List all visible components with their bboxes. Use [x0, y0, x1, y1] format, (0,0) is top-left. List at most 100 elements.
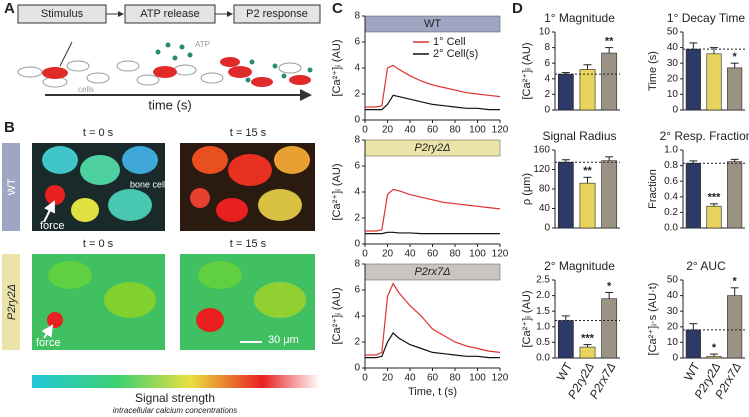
bar	[727, 161, 743, 229]
time-label: t = 15 s	[230, 238, 267, 250]
y-tick-label: 6	[354, 161, 360, 172]
time-label: t = 0 s	[83, 127, 114, 139]
y-tick-label: 0	[672, 353, 678, 364]
y-tick-label: 2	[354, 337, 360, 348]
y-axis-label: [Ca²⁺]ᵢ (AU)	[521, 290, 533, 347]
y-tick-label: 50	[667, 27, 679, 38]
bar	[579, 182, 596, 229]
bar	[579, 346, 596, 359]
significance: **	[583, 165, 592, 177]
x-tick-label: 40	[404, 373, 416, 384]
series-line	[365, 94, 500, 111]
y-tick-label: 8	[354, 11, 360, 22]
colorbar	[32, 375, 320, 388]
cells-label: cells	[78, 85, 94, 94]
chart-title: WT	[424, 18, 441, 30]
y-tick-label: 4	[354, 187, 360, 198]
panel-label: D	[512, 0, 523, 17]
y-axis-label: [Ca²⁺]ᵢ (AU)	[521, 42, 533, 99]
annotation: 30 μm	[268, 334, 299, 346]
x-tick-label: 0	[362, 125, 368, 136]
y-tick-label: 160	[533, 145, 550, 156]
y-tick-label: 0	[544, 105, 550, 116]
y-tick-label: 1.5	[536, 306, 550, 317]
active-cells	[42, 57, 311, 87]
significance: *	[712, 342, 717, 354]
panel-label: C	[332, 0, 343, 17]
bar	[557, 161, 574, 229]
y-tick-label: 10	[667, 337, 679, 348]
x-tick-label: 120	[492, 249, 509, 260]
step-label: P2 response	[246, 8, 308, 20]
bar	[601, 298, 618, 359]
y-tick-label: 6	[354, 37, 360, 48]
bar	[557, 73, 574, 111]
force-arrow	[41, 324, 54, 339]
significance: **	[605, 36, 614, 48]
y-axis-label: [Ca²⁺]ᵢ (AU)	[331, 287, 343, 344]
y-tick-label: 120	[533, 164, 550, 175]
x-tick-label: WT	[554, 360, 576, 384]
bar	[727, 295, 743, 359]
bar	[685, 162, 701, 229]
x-tick-label: 20	[382, 125, 394, 136]
y-axis-label: ρ (μm)	[521, 173, 533, 205]
x-tick-label: 100	[469, 373, 486, 384]
time-label: time (s)	[148, 97, 191, 112]
y-tick-label: 40	[667, 290, 679, 301]
cell-blobs	[196, 261, 306, 332]
y-tick-label: 20	[667, 73, 679, 84]
chart-title: 2° Resp. Fraction	[660, 129, 749, 143]
row-label: P2ry2Δ	[6, 284, 18, 320]
y-tick-label: 8	[354, 135, 360, 146]
row-bar	[2, 254, 20, 350]
pipette	[59, 41, 73, 67]
x-tick-label: 100	[469, 125, 486, 136]
y-tick-label: 80	[539, 184, 551, 195]
force-arrow	[43, 200, 55, 223]
y-tick-label: 2	[544, 89, 550, 100]
y-tick-label: 50	[667, 275, 679, 286]
x-tick-label: 40	[404, 125, 416, 136]
chart-title: 2° AUC	[686, 259, 726, 273]
cells	[17, 60, 302, 88]
series-line	[365, 64, 501, 108]
x-tick-label: 120	[492, 125, 509, 136]
x-tick-label: 60	[427, 249, 439, 260]
bar	[706, 205, 722, 229]
y-tick-label: 1.0	[536, 321, 550, 332]
chart-title: 1° Magnitude	[544, 11, 615, 25]
y-axis-label: Fraction	[647, 169, 659, 209]
panel-label: A	[4, 0, 15, 17]
y-tick-label: 1.0	[664, 145, 678, 156]
y-tick-label: 0.6	[664, 176, 678, 187]
y-tick-label: 0	[354, 115, 360, 126]
y-tick-label: 20	[667, 321, 679, 332]
row-bar	[2, 143, 20, 231]
x-tick-label: 80	[449, 373, 461, 384]
step-box	[233, 4, 321, 24]
y-tick-label: 0.5	[536, 337, 550, 348]
significance: *	[607, 280, 612, 292]
bar	[601, 160, 618, 229]
y-tick-label: 2.0	[536, 290, 550, 301]
y-tick-label: 6	[354, 285, 360, 296]
y-axis-label: [Ca²⁺]ᵢ (AU)	[331, 39, 343, 96]
x-tick-label: 60	[427, 125, 439, 136]
bar	[706, 356, 722, 359]
time-label: t = 15 s	[230, 127, 267, 139]
y-tick-label: 30	[667, 306, 679, 317]
cell-blobs	[47, 261, 156, 328]
x-tick-label: 0	[362, 373, 368, 384]
y-tick-label: 0	[354, 363, 360, 374]
significance: *	[733, 276, 738, 288]
y-axis-label: [Ca²⁺]ᵢ (AU)	[331, 163, 343, 220]
x-tick-label: 0	[362, 249, 368, 260]
y-tick-label: 8	[544, 42, 550, 53]
y-tick-label: 0.2	[664, 207, 678, 218]
chart-title: 2° Magnitude	[544, 259, 615, 273]
x-axis-label: Time, t (s)	[408, 386, 457, 398]
series-line	[365, 331, 500, 359]
